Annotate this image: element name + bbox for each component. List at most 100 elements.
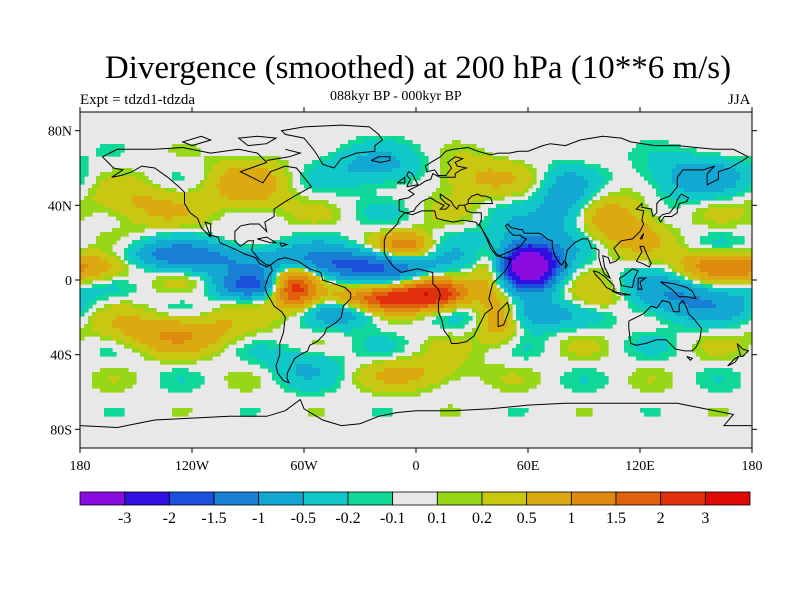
field-cell — [748, 292, 752, 297]
field-cell — [364, 272, 369, 277]
field-cell — [136, 228, 141, 233]
field-cell — [316, 212, 321, 217]
field-cell — [336, 192, 341, 197]
field-cell — [528, 272, 533, 277]
field-cell — [440, 256, 445, 261]
field-cell — [532, 268, 537, 273]
field-cell — [428, 252, 433, 257]
field-cell — [400, 164, 405, 169]
field-cell — [744, 188, 749, 193]
field-cell — [172, 144, 177, 149]
field-cell — [288, 204, 293, 209]
field-cell — [624, 220, 629, 225]
field-cell — [552, 260, 557, 265]
field-cell — [556, 292, 561, 297]
field-cell — [224, 180, 229, 185]
field-cell — [564, 248, 569, 253]
field-cell — [620, 288, 625, 293]
field-cell — [556, 204, 561, 209]
field-cell — [92, 268, 97, 273]
field-cell — [440, 252, 445, 257]
field-cell — [540, 256, 545, 261]
field-cell — [112, 152, 117, 157]
field-cell — [460, 220, 465, 225]
field-cell — [424, 276, 429, 281]
field-cell — [240, 156, 245, 161]
field-cell — [696, 192, 701, 197]
field-cell — [556, 244, 561, 249]
field-cell — [384, 236, 389, 241]
field-cell — [252, 268, 257, 273]
field-cell — [556, 248, 561, 253]
field-cell — [372, 276, 377, 281]
field-cell — [668, 256, 673, 261]
field-cell — [132, 192, 137, 197]
field-cell — [188, 264, 193, 269]
field-cell — [84, 288, 89, 293]
field-cell — [188, 192, 193, 197]
field-cell — [740, 192, 745, 197]
field-cell — [176, 152, 181, 157]
field-cell — [356, 184, 361, 189]
field-cell — [292, 196, 297, 201]
field-cell — [116, 260, 121, 265]
field-cell — [620, 220, 625, 225]
field-cell — [364, 160, 369, 165]
field-cell — [668, 232, 673, 237]
field-cell — [280, 184, 285, 189]
field-cell — [580, 260, 585, 265]
field-cell — [644, 252, 649, 257]
field-cell — [508, 160, 513, 165]
field-cell — [468, 260, 473, 265]
field-cell — [272, 156, 277, 161]
field-cell — [224, 200, 229, 205]
field-cell — [96, 236, 101, 241]
field-cell — [664, 196, 669, 201]
field-cell — [372, 216, 377, 221]
field-cell — [180, 256, 185, 261]
field-cell — [476, 268, 481, 273]
field-cell — [356, 288, 361, 293]
field-cell — [332, 296, 337, 301]
field-cell — [516, 232, 521, 237]
field-cell — [396, 200, 401, 205]
field-cell — [316, 284, 321, 289]
field-cell — [532, 236, 537, 241]
field-cell — [304, 184, 309, 189]
field-cell — [728, 244, 733, 249]
field-cell — [664, 296, 669, 301]
field-cell — [480, 232, 485, 237]
field-cell — [272, 244, 277, 249]
field-cell — [372, 292, 377, 297]
field-cell — [196, 232, 201, 237]
field-cell — [492, 240, 497, 245]
field-cell — [416, 280, 421, 285]
field-cell — [416, 244, 421, 249]
field-cell — [416, 232, 421, 237]
field-cell — [84, 260, 89, 265]
field-cell — [244, 256, 249, 261]
field-cell — [720, 244, 725, 249]
field-cell — [736, 216, 741, 221]
field-cell — [236, 208, 241, 213]
field-cell — [508, 168, 513, 173]
field-cell — [712, 172, 717, 177]
field-cell — [88, 260, 93, 265]
field-cell — [448, 260, 453, 265]
field-cell — [508, 252, 513, 257]
field-cell — [488, 240, 493, 245]
field-cell — [136, 220, 141, 225]
field-cell — [700, 180, 705, 185]
field-cell — [572, 200, 577, 205]
field-cell — [492, 192, 497, 197]
field-cell — [120, 188, 125, 193]
field-cell — [500, 212, 505, 217]
field-cell — [460, 144, 465, 149]
field-cell — [676, 168, 681, 173]
field-cell — [152, 192, 157, 197]
field-cell — [248, 284, 253, 289]
field-cell — [732, 268, 737, 273]
field-cell — [500, 292, 505, 297]
field-cell — [144, 236, 149, 241]
field-cell — [560, 208, 565, 213]
